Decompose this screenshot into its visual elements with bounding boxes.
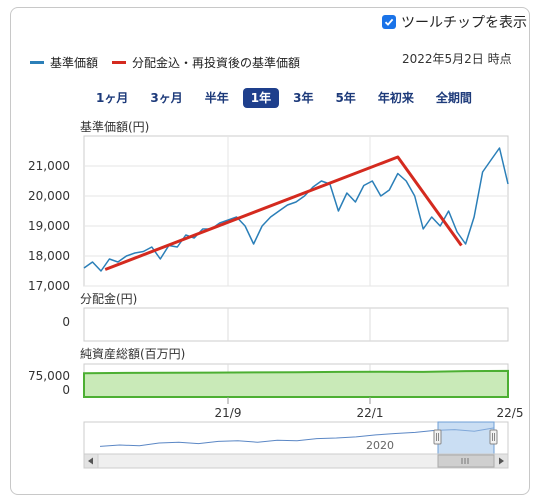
legend-item-nav: 基準価額 [30,54,98,71]
tooltip-label: ツールチップを表示 [401,15,527,31]
price-y-tick-label: 18,000 [28,249,70,263]
price-series [83,147,509,272]
assets-y-tick-zero: 0 [62,383,70,397]
range-button-1y[interactable]: 1年 [242,88,280,108]
legend-swatch-reinvested [112,61,127,64]
checkmark-icon [384,18,394,26]
tooltip-checkbox[interactable] [382,15,396,29]
dividend-plot-area [83,307,509,342]
dividend-y-tick: 0 [62,315,70,329]
range-selector: 1ヶ月 3ヶ月 半年 1年 3年 5年 年初来 全期間 [88,88,486,108]
legend-label-reinvested: 分配金込・再投資後の基準価額 [132,56,301,70]
navigator-handle-right[interactable] [489,429,498,445]
legend-label-nav: 基準価額 [50,56,99,70]
price-gridlines [84,136,508,287]
x-tick-label: 22/1 [357,406,384,420]
price-y-tick-label: 19,000 [28,219,70,233]
navigator-selection[interactable] [437,421,495,455]
legend-swatch-nav [30,61,44,64]
scrollbar-grip-icon [461,458,469,464]
price-y-tick-label: 17,000 [28,279,70,293]
navigator-x-tick: 2020 [366,439,394,452]
assets-area [83,369,509,398]
range-button-5y[interactable]: 5年 [335,91,356,105]
range-button-3m[interactable]: 3ヶ月 [150,91,183,105]
reinvested-nav-line [104,155,463,271]
legend-item-reinvested: 分配金込・再投資後の基準価額 [112,54,300,71]
arrow-right-icon [499,457,504,465]
price-axis-title: 基準価額(円) [80,119,149,134]
navigator-handle-left[interactable] [433,429,442,445]
arrow-left-icon [88,457,93,465]
price-y-tick-label: 20,000 [28,189,70,203]
range-button-ytd[interactable]: 年初来 [377,91,414,105]
price-y-ticks: 21,000 20,000 19,000 18,000 17,000 [28,159,70,293]
price-plot-area [83,135,509,287]
dividend-axis-title: 分配金(円) [80,291,137,306]
range-button-all[interactable]: 全期間 [435,91,472,105]
scrollbar-thumb[interactable] [437,454,495,468]
range-button-1m[interactable]: 1ヶ月 [96,91,129,105]
assets-axis-title: 純資産総額(百万円) [80,346,185,361]
range-button-3y[interactable]: 3年 [293,91,314,105]
tooltip-toggle[interactable]: ツールチップを表示 [382,12,527,32]
x-tick-label: 21/9 [215,406,242,420]
navigator-line [99,427,495,447]
legend: 基準価額 分配金込・再投資後の基準価額 [30,54,314,71]
range-button-6m[interactable]: 半年 [204,91,229,105]
price-y-tick-label: 21,000 [28,159,70,173]
as-of-date: 2022年5月2日 時点 [402,52,512,66]
assets-y-tick-top: 75,000 [28,369,70,383]
x-tick-label: 22/5 [497,406,524,420]
